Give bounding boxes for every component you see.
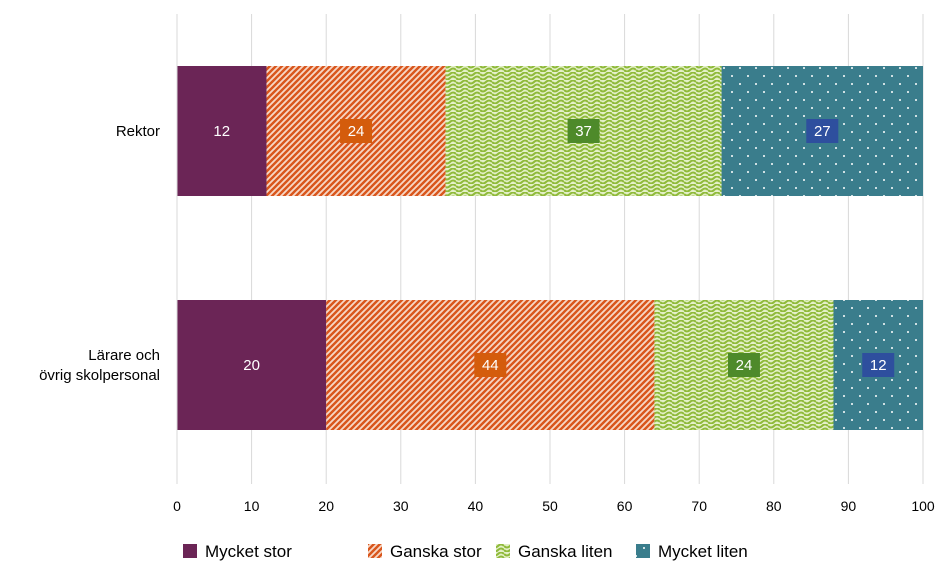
x-tick-label-40: 40 (468, 498, 484, 514)
legend-swatch-ganska-liten (496, 544, 510, 558)
legend-item-mycket-liten: Mycket liten (636, 542, 748, 561)
x-axis: 0 10 20 30 40 50 60 70 80 90 100 (173, 14, 935, 514)
legend-label-mycket-liten: Mycket liten (658, 542, 748, 561)
x-tick-label-70: 70 (691, 498, 707, 514)
bar-mycket-stor-rektor (177, 66, 267, 196)
data-label-ganska-stor-rektor: 24 (348, 123, 365, 140)
category-label-l-rare-och-vrig-skolpersonal: Lärare och övrig skolpersonal (39, 347, 160, 384)
legend-swatch-mycket-liten (636, 544, 650, 558)
data-label-mycket-liten-rektor: 27 (814, 123, 831, 140)
data-label-mycket-stor-rektor: 12 (213, 123, 230, 140)
data-label-box-mycket-liten-rektor (806, 119, 839, 143)
bar-mycket-stor-l-rare-och-vrig-skolpersonal (177, 300, 327, 430)
x-tick-label-100: 100 (911, 498, 935, 514)
data-labels: 12 24 37 27 20 44 24 12 (213, 119, 895, 377)
legend-label-mycket-stor: Mycket stor (205, 542, 292, 561)
data-label-box-mycket-liten-l-rare-och-vrig-skolpersonal (862, 353, 895, 377)
data-label-mycket-liten-l-rare-och-vrig-skolpersonal: 12 (870, 357, 887, 374)
legend-swatch-mycket-stor (183, 544, 197, 558)
data-label-box-ganska-liten-rektor (567, 119, 600, 143)
data-label-box-ganska-stor-l-rare-och-vrig-skolpersonal (474, 353, 507, 377)
legend-item-ganska-liten: Ganska liten (496, 542, 613, 561)
legend-item-ganska-stor: Ganska stor (368, 542, 482, 561)
category-label-rektor: Rektor (116, 123, 160, 140)
x-tick-label-0: 0 (173, 498, 181, 514)
x-tick-label-20: 20 (318, 498, 334, 514)
data-label-ganska-liten-rektor: 37 (575, 123, 592, 140)
data-label-box-ganska-stor-rektor (340, 119, 373, 143)
x-tick-label-80: 80 (766, 498, 782, 514)
data-label-mycket-stor-l-rare-och-vrig-skolpersonal: 20 (243, 357, 260, 374)
data-label-ganska-stor-l-rare-och-vrig-skolpersonal: 44 (482, 357, 499, 374)
legend: Mycket stor Ganska stor Ganska liten Mycket… (183, 542, 748, 561)
legend-label-ganska-stor: Ganska stor (390, 542, 482, 561)
legend-label-ganska-liten: Ganska liten (518, 542, 613, 561)
category-labels: Rektor Lärare och övrig skolpersonal (39, 123, 160, 384)
data-label-box-ganska-liten-l-rare-och-vrig-skolpersonal (727, 353, 760, 377)
data-label-ganska-liten-l-rare-och-vrig-skolpersonal: 24 (736, 357, 753, 374)
x-tick-label-60: 60 (617, 498, 633, 514)
x-tick-label-30: 30 (393, 498, 409, 514)
legend-swatch-ganska-stor (368, 544, 382, 558)
x-tick-label-10: 10 (244, 498, 260, 514)
legend-item-mycket-stor: Mycket stor (183, 542, 292, 561)
x-tick-label-90: 90 (841, 498, 857, 514)
x-tick-label-50: 50 (542, 498, 558, 514)
